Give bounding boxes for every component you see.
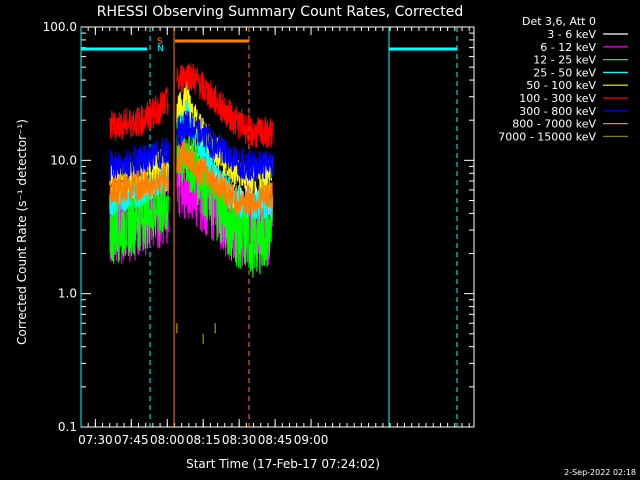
- timestamp: 2-Sep-2022 02:18: [564, 468, 636, 477]
- legend-label: 25 - 50 keV: [533, 66, 596, 79]
- x-tick-label: 08:45: [258, 433, 293, 447]
- x-tick-label: 08:00: [150, 433, 185, 447]
- legend-label: 100 - 300 keV: [519, 92, 596, 105]
- series-line: [176, 139, 274, 217]
- x-tick-label: 09:00: [294, 433, 329, 447]
- series-line: [176, 110, 274, 182]
- legend-label: 3 - 6 keV: [547, 28, 596, 41]
- flag-s: S: [157, 37, 163, 47]
- series-line: [109, 86, 169, 141]
- legend-label: 6 - 12 keV: [540, 41, 596, 54]
- legend-label: 12 - 25 keV: [533, 54, 596, 67]
- y-tick-label: 1.0: [58, 287, 77, 301]
- series-line: [176, 63, 274, 148]
- x-tick-label: 08:15: [186, 433, 221, 447]
- y-tick-label: 100.0: [43, 20, 77, 34]
- series-line: [109, 163, 169, 205]
- series-line: [109, 137, 169, 183]
- y-tick-label: 0.1: [58, 420, 77, 434]
- legend-title: Det 3,6, Att 0: [522, 15, 596, 28]
- y-axis-label: Corrected Count Rate (s⁻¹ detector⁻¹): [15, 119, 29, 345]
- x-tick-label: 07:45: [114, 433, 149, 447]
- x-axis-label: Start Time (17-Feb-17 07:24:02): [186, 457, 380, 471]
- legend-label: 300 - 800 keV: [519, 105, 596, 118]
- series-line: [176, 116, 274, 278]
- chart-title: RHESSI Observing Summary Count Rates, Co…: [97, 4, 463, 20]
- x-tick-label: 07:30: [78, 433, 113, 447]
- legend-label: 50 - 100 keV: [526, 79, 596, 92]
- y-tick-label: 10.0: [50, 153, 77, 167]
- legend-label: 800 - 7000 keV: [512, 118, 596, 131]
- x-tick-label: 08:30: [222, 433, 257, 447]
- flag-n: N: [157, 44, 164, 54]
- legend-label: 7000 - 15000 keV: [498, 130, 596, 143]
